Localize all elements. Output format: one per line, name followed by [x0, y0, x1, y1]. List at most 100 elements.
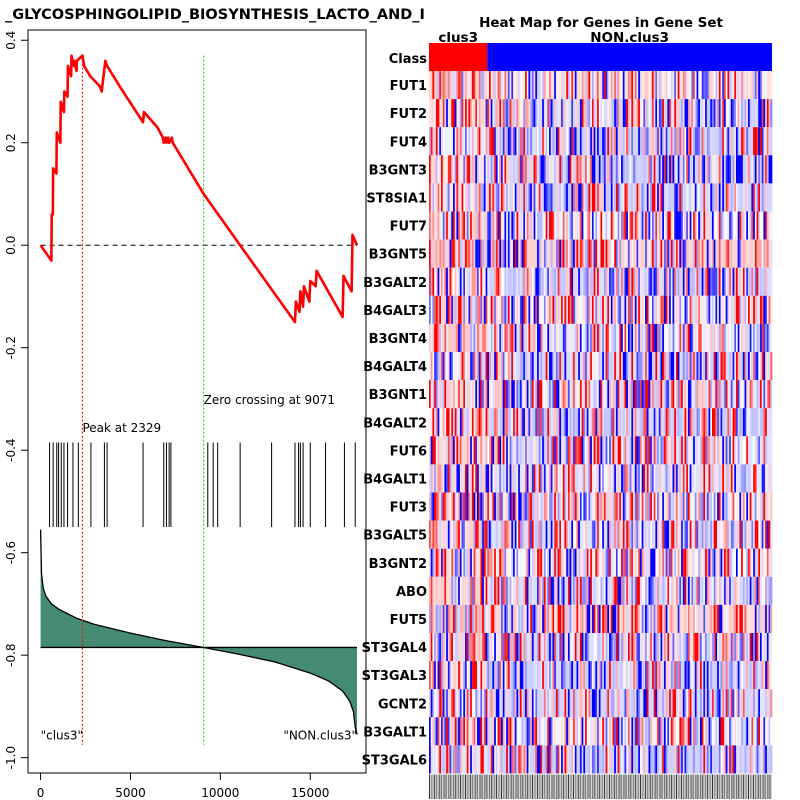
heatmap-cell	[499, 604, 502, 633]
heatmap-cell	[571, 633, 574, 662]
heatmap-cell	[746, 576, 749, 605]
heatmap-cell	[434, 267, 437, 296]
heatmap-cell	[626, 464, 629, 493]
heatmap-cell	[662, 295, 665, 324]
heatmap-cell	[741, 408, 744, 437]
heatmap-cell	[435, 492, 438, 521]
heatmap-cell	[459, 661, 462, 690]
heatmap-cell	[458, 576, 461, 605]
heatmap-cell	[530, 71, 533, 100]
heatmap-cell	[717, 661, 720, 690]
heatmap-cell	[624, 323, 627, 352]
heatmap-cell	[458, 548, 461, 577]
heatmap-cell	[758, 323, 761, 352]
heatmap-cell	[706, 239, 709, 268]
heatmap-cell	[663, 295, 667, 324]
heatmap-cell	[538, 576, 541, 605]
heatmap-cell	[435, 183, 438, 212]
heatmap-cell	[531, 352, 534, 381]
heatmap-cell	[456, 352, 459, 381]
heatmap-cell	[566, 520, 569, 549]
heatmap-cell	[454, 633, 457, 662]
heatmap-cell	[466, 99, 469, 128]
heatmap-cell	[504, 267, 507, 296]
heatmap-cell	[672, 408, 675, 437]
heatmap-cell	[555, 127, 558, 156]
heatmap-cell	[643, 633, 646, 662]
heatmap-cell	[665, 548, 668, 577]
heatmap-cell	[545, 183, 548, 212]
heatmap-cell	[444, 183, 447, 212]
heatmap-cell	[650, 436, 653, 465]
heatmap-cell	[519, 352, 522, 381]
heatmap-cell	[516, 689, 519, 718]
heatmap-cell	[648, 295, 651, 324]
gene-label-b3galt2: B3GALT2	[363, 276, 427, 291]
heatmap-cell	[571, 717, 574, 746]
heatmap-cell	[732, 689, 735, 718]
heatmap-cell	[586, 295, 589, 324]
heatmap-cell	[471, 745, 474, 774]
heatmap-cell	[705, 492, 708, 521]
heatmap-cell	[586, 211, 589, 240]
heatmap-cell	[466, 267, 469, 296]
heatmap-cell	[439, 520, 442, 549]
heatmap-cell	[478, 661, 481, 690]
heatmap-cell	[571, 352, 574, 381]
heatmap-cell	[670, 436, 673, 465]
heatmap-cell	[543, 127, 546, 156]
heatmap-cell	[679, 689, 682, 718]
heatmap-cell	[669, 408, 672, 437]
heatmap-cell	[645, 380, 648, 409]
heatmap-cell	[521, 464, 524, 493]
heatmap-cell	[739, 380, 742, 409]
heatmap-cell	[598, 548, 601, 577]
heatmap-cell	[550, 464, 553, 493]
heatmap-cell	[576, 492, 579, 521]
heatmap-cell	[739, 633, 742, 662]
heatmap-cell	[610, 492, 613, 521]
heatmap-cell	[691, 576, 694, 605]
heatmap-cell	[665, 661, 668, 690]
heatmap-cell	[667, 352, 670, 381]
heatmap-cell	[434, 661, 437, 690]
heatmap-cell	[470, 267, 473, 296]
heatmap-cell	[451, 689, 454, 718]
heatmap-cell	[689, 323, 692, 352]
heatmap-cell	[588, 464, 591, 493]
heatmap-cell	[458, 239, 461, 268]
heatmap-cell	[693, 127, 696, 156]
heatmap-cell	[458, 127, 461, 156]
heatmap-cell	[663, 464, 667, 493]
heatmap-cell	[727, 380, 730, 409]
heatmap-cell	[670, 155, 673, 184]
heatmap-cell	[636, 71, 639, 100]
heatmap-cell	[739, 71, 742, 100]
heatmap-cell	[619, 155, 622, 184]
heatmap-cell	[746, 464, 749, 493]
heatmap-cell	[442, 689, 445, 718]
heatmap-cell	[742, 661, 745, 690]
heatmap-cell	[677, 352, 680, 381]
heatmap-cell	[749, 689, 752, 718]
heatmap-cell	[598, 267, 601, 296]
heatmap-cell	[466, 604, 469, 633]
heatmap-cell	[471, 548, 474, 577]
heatmap-cell	[451, 717, 454, 746]
heatmap-cell	[470, 689, 473, 718]
heatmap-cell	[727, 520, 730, 549]
heatmap-cell	[660, 323, 663, 352]
heatmap-cell	[482, 436, 485, 465]
heatmap-cell	[653, 689, 656, 718]
heatmap-cell	[710, 71, 713, 100]
heatmap-cell	[610, 604, 613, 633]
heatmap-cell	[554, 295, 557, 324]
heatmap-cell	[626, 323, 629, 352]
heatmap-cell	[749, 520, 752, 549]
heatmap-cell	[662, 211, 665, 240]
heatmap-cell	[675, 295, 679, 324]
heatmap-cell	[590, 211, 593, 240]
heatmap-cell	[706, 380, 709, 409]
heatmap-cell	[585, 661, 588, 690]
heatmap-cell	[579, 548, 582, 577]
